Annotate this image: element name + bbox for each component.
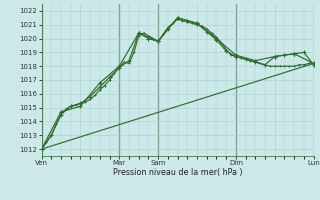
X-axis label: Pression niveau de la mer( hPa ): Pression niveau de la mer( hPa ) bbox=[113, 168, 243, 177]
